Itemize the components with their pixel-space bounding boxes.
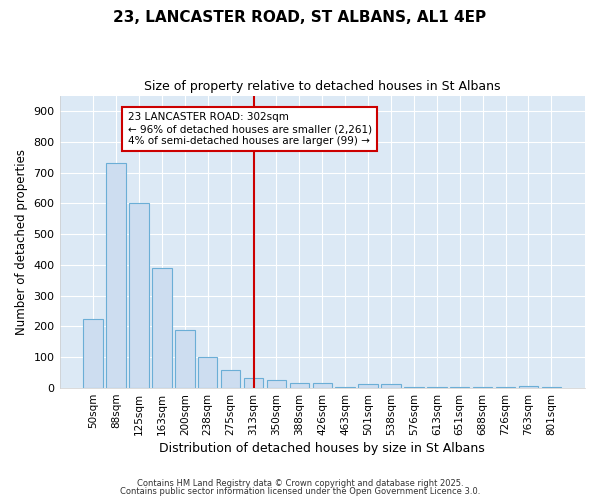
Bar <box>290 382 309 388</box>
Text: Contains HM Land Registry data © Crown copyright and database right 2025.: Contains HM Land Registry data © Crown c… <box>137 478 463 488</box>
Bar <box>129 204 149 388</box>
Bar <box>404 386 424 388</box>
X-axis label: Distribution of detached houses by size in St Albans: Distribution of detached houses by size … <box>160 442 485 455</box>
Title: Size of property relative to detached houses in St Albans: Size of property relative to detached ho… <box>144 80 500 93</box>
Text: 23 LANCASTER ROAD: 302sqm
← 96% of detached houses are smaller (2,261)
4% of sem: 23 LANCASTER ROAD: 302sqm ← 96% of detac… <box>128 112 371 146</box>
Bar <box>198 358 217 388</box>
Y-axis label: Number of detached properties: Number of detached properties <box>15 149 28 335</box>
Bar <box>175 330 194 388</box>
Bar <box>244 378 263 388</box>
Bar <box>358 384 378 388</box>
Bar <box>106 164 126 388</box>
Text: Contains public sector information licensed under the Open Government Licence 3.: Contains public sector information licen… <box>120 487 480 496</box>
Bar <box>267 380 286 388</box>
Bar <box>519 386 538 388</box>
Bar <box>313 382 332 388</box>
Bar <box>83 319 103 388</box>
Bar <box>381 384 401 388</box>
Bar <box>152 268 172 388</box>
Bar <box>221 370 241 388</box>
Text: 23, LANCASTER ROAD, ST ALBANS, AL1 4EP: 23, LANCASTER ROAD, ST ALBANS, AL1 4EP <box>113 10 487 25</box>
Bar <box>427 387 446 388</box>
Bar <box>335 386 355 388</box>
